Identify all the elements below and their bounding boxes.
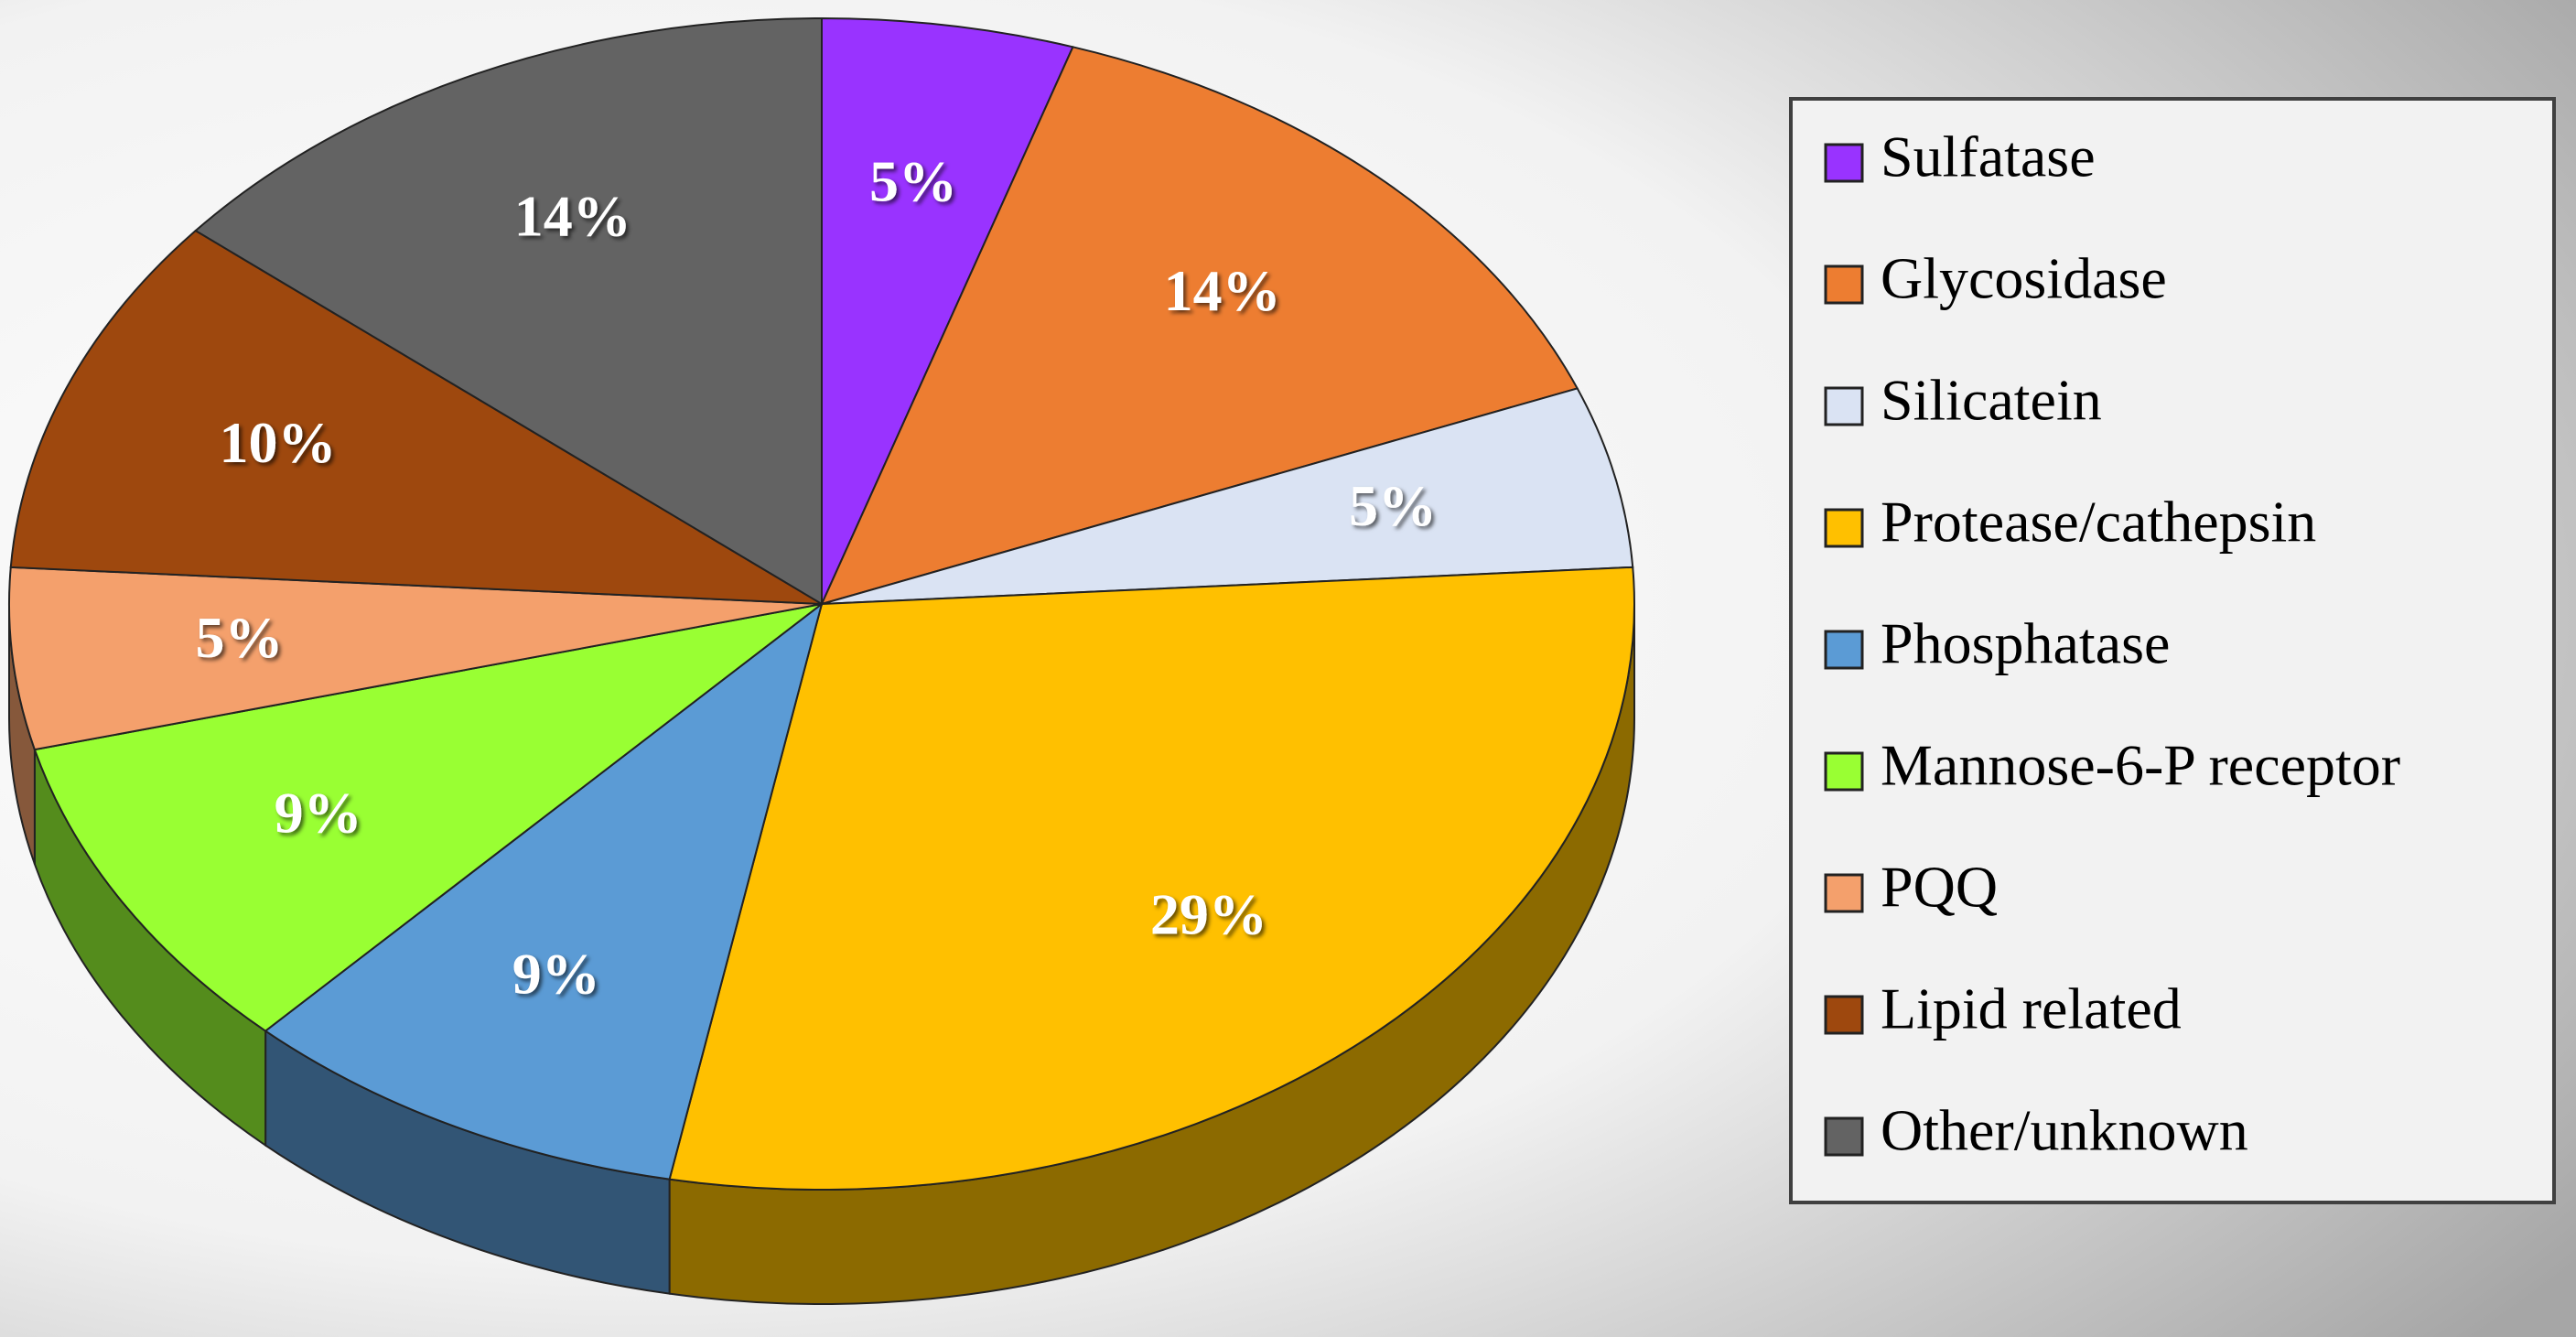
legend-swatch xyxy=(1824,995,1864,1035)
legend-label: Silicatein xyxy=(1881,368,2102,433)
legend-swatch xyxy=(1824,873,1864,913)
legend-label: Glycosidase xyxy=(1881,246,2167,311)
legend-label: Protease/cathepsin xyxy=(1881,490,2316,555)
legend-label: Other/unknown xyxy=(1881,1098,2248,1163)
legend-swatch xyxy=(1824,630,1864,670)
legend-box xyxy=(1789,97,2556,1204)
legend-swatch xyxy=(1824,264,1864,305)
data-label: 9% xyxy=(275,780,362,845)
slice xyxy=(264,601,824,1181)
data-label: 14% xyxy=(1164,258,1281,323)
legend: Sulfatase Glycosidase Silicatein Protease/c… xyxy=(1789,97,2556,1204)
slice xyxy=(820,46,1579,606)
data-label: 5% xyxy=(195,605,283,670)
slice xyxy=(821,16,1074,605)
legend-label: Sulfatase xyxy=(1881,124,2096,189)
slice xyxy=(33,603,823,1032)
data-label: 5% xyxy=(1349,473,1437,538)
data-label: 9% xyxy=(512,941,600,1006)
slice xyxy=(194,16,823,606)
legend-swatch xyxy=(1824,143,1864,183)
legend-label: Phosphatase xyxy=(1881,611,2170,676)
data-label: 10% xyxy=(220,410,337,475)
legend-label: PQQ xyxy=(1881,855,1998,920)
legend-swatch xyxy=(1824,508,1864,548)
slice xyxy=(821,387,1634,605)
slice xyxy=(668,566,1635,1191)
legend-swatch xyxy=(1824,1116,1864,1157)
legend-label: Mannose-6-P receptor xyxy=(1881,733,2400,798)
slice xyxy=(8,566,823,751)
pie: 5% 14% 5% 29% 9% 9% 5% 10% 14% xyxy=(8,16,1635,1305)
legend-swatch xyxy=(1824,751,1864,792)
slice xyxy=(9,229,823,605)
legend-swatch xyxy=(1824,386,1864,426)
data-label: 5% xyxy=(869,149,957,214)
data-label: 29% xyxy=(1150,881,1267,946)
data-label: 14% xyxy=(514,184,631,249)
legend-label: Lipid related xyxy=(1881,976,2182,1041)
